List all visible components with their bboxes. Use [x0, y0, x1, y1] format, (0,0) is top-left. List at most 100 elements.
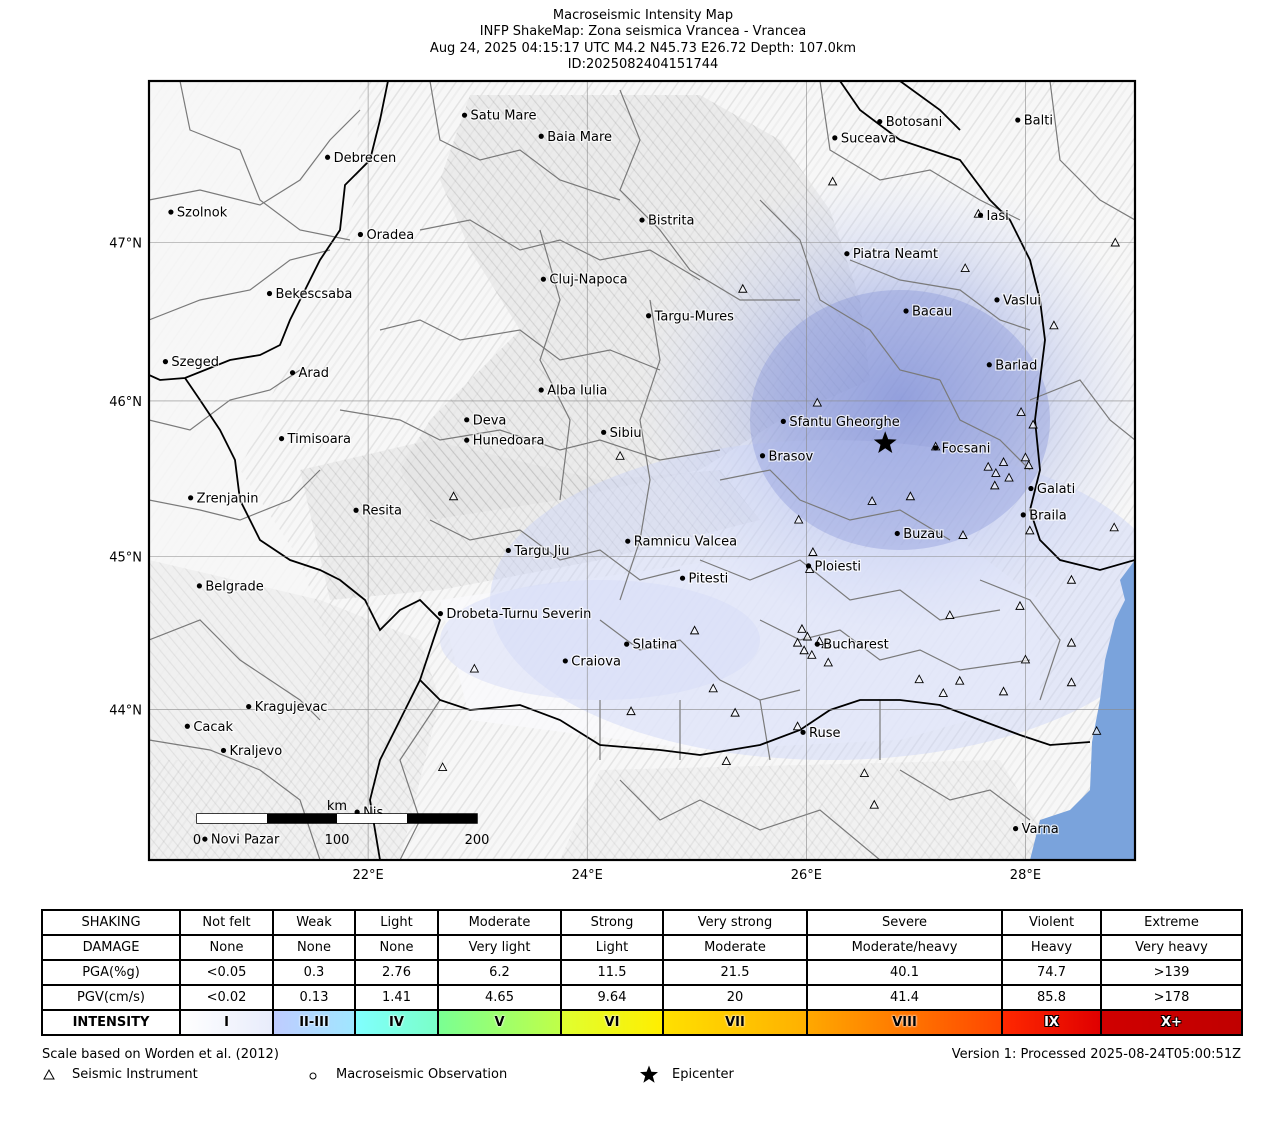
- seismic-instrument-triangle-icon[interactable]: [792, 721, 803, 731]
- seismic-instrument-triangle-icon[interactable]: [990, 480, 1000, 490]
- city-marker[interactable]: Bacau: [903, 303, 954, 321]
- city-marker[interactable]: Suceava: [832, 130, 897, 148]
- city-marker[interactable]: Kraljevo: [220, 743, 283, 760]
- seismic-instrument-triangle-icon[interactable]: [804, 564, 815, 573]
- city-marker[interactable]: Slatina: [624, 636, 679, 654]
- city-marker[interactable]: Bucharest: [814, 636, 890, 654]
- city-marker[interactable]: Resita: [353, 502, 403, 520]
- city-marker[interactable]: Targu-Mures: [645, 308, 735, 326]
- city-marker[interactable]: Baia Mare: [538, 129, 613, 146]
- seismic-instrument-triangle-icon[interactable]: [1020, 654, 1031, 664]
- seismic-instrument-triangle-icon[interactable]: [1028, 419, 1038, 429]
- city-marker[interactable]: Cluj-Napoca: [540, 271, 629, 289]
- city-marker[interactable]: Ramnicu Valcea: [625, 533, 738, 551]
- city-marker[interactable]: Debrecen: [324, 150, 398, 167]
- seismic-instrument-triangle-icon[interactable]: [960, 263, 970, 272]
- seismic-instrument-triangle-icon[interactable]: [1110, 237, 1121, 247]
- city-marker[interactable]: Galati: [1028, 481, 1077, 498]
- city-marker[interactable]: Drobeta-Turnu Severin: [437, 606, 593, 623]
- city-marker[interactable]: Buzau: [894, 526, 945, 543]
- seismic-instrument-triangle-icon[interactable]: [626, 706, 636, 716]
- city-marker[interactable]: Hunedoara: [464, 432, 546, 450]
- seismic-instrument-triangle-icon[interactable]: [983, 461, 993, 471]
- seismic-instrument-triangle-icon[interactable]: [991, 467, 1001, 477]
- seismic-instrument-triangle-icon[interactable]: [808, 547, 818, 556]
- city-marker[interactable]: Braila: [1020, 507, 1068, 525]
- seismic-instrument-triangle-icon[interactable]: [721, 756, 732, 765]
- seismic-instrument-triangle-icon[interactable]: [708, 683, 718, 693]
- city-marker[interactable]: Satu Mare: [461, 107, 538, 125]
- seismic-instrument-triangle-icon[interactable]: [905, 491, 916, 501]
- city-marker[interactable]: Szeged: [162, 354, 220, 371]
- seismic-instrument-triangle-icon[interactable]: [1049, 320, 1059, 330]
- city-marker[interactable]: Szolnok: [168, 204, 229, 222]
- city-marker[interactable]: Zrenjanin: [188, 490, 260, 508]
- seismic-instrument-triangle-icon[interactable]: [689, 625, 700, 635]
- seismic-instrument-triangle-icon[interactable]: [1023, 460, 1034, 470]
- seismic-instrument-triangle-icon[interactable]: [1020, 452, 1031, 462]
- seismic-instrument-triangle-icon[interactable]: [945, 610, 955, 620]
- seismic-instrument-triangle-icon[interactable]: [448, 491, 459, 501]
- seismic-instrument-triangle-icon[interactable]: [1109, 522, 1119, 532]
- city-marker[interactable]: Alba Iulia: [538, 382, 609, 400]
- seismic-instrument-triangle-icon[interactable]: [1091, 725, 1102, 735]
- epicenter-star-icon[interactable]: [873, 431, 897, 453]
- city-marker[interactable]: Cacak: [184, 719, 235, 736]
- seismic-instrument-triangle-icon[interactable]: [793, 514, 804, 524]
- city-marker[interactable]: Focsani: [933, 440, 992, 458]
- city-marker[interactable]: Novi Pazar: [202, 831, 281, 849]
- seismic-instrument-triangle-icon[interactable]: [859, 768, 870, 778]
- intensity-map[interactable]: Satu Mare Baia Mare Debrecen Botosani Balti S…: [0, 0, 1262, 900]
- seismic-instrument-triangle-icon[interactable]: [938, 687, 949, 697]
- city-marker[interactable]: Bistrita: [639, 212, 696, 230]
- seismic-instrument-triangle-icon[interactable]: [792, 637, 803, 647]
- seismic-instrument-triangle-icon[interactable]: [867, 495, 877, 505]
- city-marker[interactable]: Timisoara: [278, 431, 352, 448]
- seismic-instrument-triangle-icon[interactable]: [615, 450, 625, 460]
- city-marker[interactable]: Craiova: [562, 653, 622, 671]
- seismic-instrument-triangle-icon[interactable]: [998, 457, 1009, 466]
- city-marker[interactable]: Brasov: [759, 448, 815, 466]
- city-marker[interactable]: Bekescsaba: [266, 286, 354, 303]
- seismic-instrument-triangle-icon[interactable]: [954, 675, 965, 685]
- seismic-instrument-triangle-icon[interactable]: [1016, 407, 1026, 416]
- seismic-instrument-triangle-icon[interactable]: [1015, 600, 1025, 610]
- seismic-instrument-triangle-icon[interactable]: [1025, 525, 1035, 535]
- seismic-instrument-triangle-icon[interactable]: [812, 397, 823, 407]
- seismic-instrument-triangle-icon[interactable]: [958, 530, 968, 539]
- seismic-instrument-triangle-icon[interactable]: [914, 674, 924, 684]
- city-marker[interactable]: Deva: [464, 412, 508, 430]
- seismic-instrument-triangle-icon[interactable]: [469, 663, 480, 673]
- seismic-instrument-triangle-icon[interactable]: [823, 657, 833, 667]
- city-marker[interactable]: Barlad: [986, 357, 1039, 375]
- city-marker[interactable]: Pitesti: [679, 570, 730, 588]
- seismic-instrument-triangle-icon[interactable]: [998, 686, 1009, 696]
- city-marker[interactable]: Sibiu: [601, 425, 643, 442]
- city-marker[interactable]: Arad: [289, 365, 330, 382]
- seismic-instrument-triangle-icon[interactable]: [730, 707, 740, 717]
- city-marker[interactable]: Balti: [1015, 112, 1054, 130]
- seismic-instrument-triangle-icon[interactable]: [738, 283, 748, 293]
- seismic-instrument-triangle-icon[interactable]: [827, 176, 838, 186]
- city-marker[interactable]: Vaslui: [994, 292, 1042, 310]
- seismic-instrument-triangle-icon[interactable]: [1066, 574, 1077, 584]
- seismic-instrument-triangle-icon[interactable]: [802, 631, 813, 641]
- seismic-instrument-triangle-icon[interactable]: [1066, 677, 1077, 687]
- city-marker[interactable]: Ploiesti: [805, 558, 862, 576]
- city-marker[interactable]: Iasi: [977, 208, 1010, 225]
- city-marker[interactable]: Varna: [1012, 821, 1060, 838]
- seismic-instrument-triangle-icon[interactable]: [799, 645, 809, 655]
- seismic-instrument-triangle-icon[interactable]: [437, 762, 448, 771]
- city-marker[interactable]: Sfantu Gheorghe: [780, 414, 901, 431]
- seismic-instrument-triangle-icon[interactable]: [1004, 472, 1014, 482]
- seismic-instrument-triangle-icon[interactable]: [797, 623, 807, 633]
- city-marker[interactable]: Targu Jiu: [505, 543, 571, 560]
- city-marker[interactable]: Belgrade: [196, 578, 265, 596]
- city-marker[interactable]: Oradea: [357, 227, 415, 244]
- city-marker[interactable]: Botosani: [877, 114, 944, 131]
- seismic-instrument-triangle-icon[interactable]: [869, 799, 880, 809]
- city-marker[interactable]: Piatra Neamt: [844, 246, 939, 263]
- seismic-instrument-triangle-icon[interactable]: [1066, 637, 1077, 647]
- city-marker[interactable]: Kragujevac: [246, 699, 329, 716]
- seismic-instrument-triangle-icon[interactable]: [807, 649, 817, 659]
